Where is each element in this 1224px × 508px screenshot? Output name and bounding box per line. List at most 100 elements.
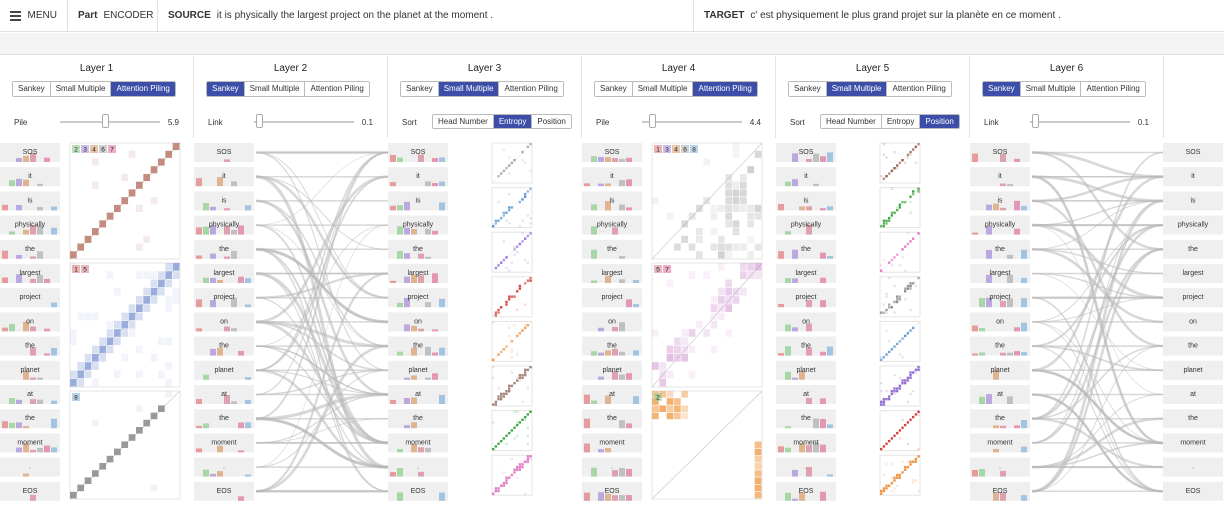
source-sentence[interactable]: SOURCE it is physically the largest proj… [158,0,694,32]
token-cell: is [0,191,60,211]
attention-cell [754,441,762,448]
mini-cell [882,487,886,490]
sort-option-entropy[interactable]: Entropy [881,115,921,128]
head-weight-bar [806,206,812,211]
token-box [582,433,642,453]
view-option-attention-piling[interactable]: Attention Piling [305,82,369,96]
mini-cell [510,356,514,359]
head-weight-bar [612,495,618,501]
token-box [1163,191,1223,211]
slider-track[interactable] [254,121,354,123]
token-label: moment [211,439,236,446]
head-weight-bar [813,418,819,429]
view-option-attention-piling[interactable]: Attention Piling [693,82,757,96]
slider-track[interactable] [60,121,160,123]
token-label: . [223,464,225,471]
sort-option-head-number[interactable]: Head Number [821,115,882,128]
mini-cell [500,398,503,401]
view-option-sankey[interactable]: Sankey [595,82,633,96]
token-label: moment [599,439,624,446]
head-weight-bar [1000,492,1006,501]
token-label: the [25,246,35,253]
view-mode-toggle: Sankey Small Multiple Attention Piling [400,81,564,97]
menu-button[interactable]: MENU [0,0,68,32]
view-option-sankey[interactable]: Sankey [13,82,51,96]
slider-track[interactable] [642,121,742,123]
slider-thumb[interactable] [256,114,263,128]
view-option-attention-piling[interactable]: Attention Piling [1081,82,1145,96]
token-cell: is [582,191,642,211]
head-weight-bar [633,396,639,404]
view-mode-toggle: Sankey Small Multiple Attention Piling [788,81,952,97]
attention-cell [725,212,733,220]
slider-thumb[interactable] [1032,114,1039,128]
mini-cell [914,368,918,372]
head-weight-bar [612,326,618,332]
mini-cell [917,190,920,193]
attention-cell [710,228,718,236]
mini-cell [492,447,495,451]
view-option-small-multiple[interactable]: Small Multiple [50,82,112,96]
mini-cell [912,326,915,330]
view-option-small-multiple[interactable]: Small Multiple [1020,82,1082,96]
target-sentence[interactable]: TARGET c' est physiquement le plus grand… [694,0,1224,32]
slider-track[interactable] [1030,121,1130,123]
attention-cell [106,337,114,346]
token-label: physically [985,222,1016,229]
view-option-sankey[interactable]: Sankey [401,82,439,96]
head-weight-bar [591,467,597,477]
mini-cell [492,492,495,495]
mini-cell [917,276,920,280]
mini-cell [885,390,888,393]
sort-option-position[interactable]: Position [532,115,571,128]
view-option-attention-piling[interactable]: Attention Piling [499,82,563,96]
token-cell: project [0,288,60,308]
token-label: on [220,318,228,325]
view-option-sankey[interactable]: Sankey [789,82,827,96]
mini-cell [906,465,910,469]
pile-diagonal [651,142,763,260]
view-option-small-multiple[interactable]: Small Multiple [826,82,888,96]
mini-cell [890,264,894,267]
sort-option-head-number[interactable]: Head Number [433,115,494,128]
view-option-small-multiple[interactable]: Small Multiple [244,82,306,96]
mini-cell [890,463,894,466]
mini-cell [901,379,904,382]
token-box [0,215,60,235]
head-weight-bar [584,443,590,453]
mini-cell [524,282,527,285]
mini-cell [898,473,902,477]
token-label: planet [20,367,39,374]
mini-cell [888,306,891,309]
slider-thumb[interactable] [102,114,109,128]
token-label: moment [405,439,430,446]
mini-cell [898,340,902,343]
head-weight-bar [619,322,625,332]
view-option-small-multiple[interactable]: Small Multiple [438,82,500,96]
view-option-sankey[interactable]: Sankey [983,82,1021,96]
view-option-small-multiple[interactable]: Small Multiple [632,82,694,96]
slider-thumb[interactable] [649,114,656,128]
head-weight-bar [418,154,424,162]
mini-cell [502,169,506,173]
pile-head-swatch [81,265,89,273]
attention-cell [150,287,158,296]
attention-cell [754,204,762,212]
mini-cell [505,442,508,445]
view-option-sankey[interactable]: Sankey [207,82,245,96]
mini-cell [492,321,495,324]
token-cell: . [776,457,836,477]
mini-cell [508,206,511,209]
attention-cell [754,455,762,463]
attention-cell [747,251,755,259]
token-label: the [25,415,35,422]
small-multiple-head [491,142,533,184]
view-option-attention-piling[interactable]: Attention Piling [887,82,951,96]
head-weight-bar [425,377,431,380]
attention-link [1031,297,1164,323]
sort-option-entropy[interactable]: Entropy [493,115,533,128]
token-cell: . [194,457,254,477]
sort-option-position[interactable]: Position [920,115,959,128]
view-option-attention-piling[interactable]: Attention Piling [111,82,175,96]
part-selector[interactable]: Part ENCODER [68,0,158,32]
